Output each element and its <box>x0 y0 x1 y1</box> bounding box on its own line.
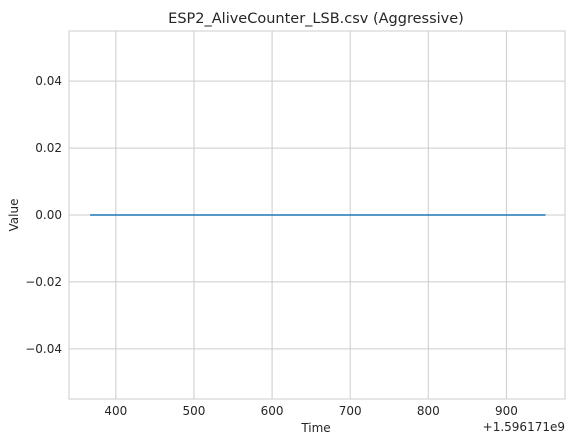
y-tick-label: 0.00 <box>35 208 62 222</box>
y-tick-labels: −0.04 −0.02 0.00 0.02 0.04 <box>25 74 62 356</box>
x-tick-label: 900 <box>495 404 518 418</box>
x-tick-label: 800 <box>417 404 440 418</box>
y-tick-label: −0.02 <box>25 275 62 289</box>
x-tick-label: 500 <box>183 404 206 418</box>
x-tick-label: 600 <box>261 404 284 418</box>
x-tick-labels: 400 500 600 700 800 900 <box>104 404 517 418</box>
x-tick-label: 400 <box>104 404 127 418</box>
x-axis-label: Time <box>300 421 330 435</box>
y-tick-label: 0.04 <box>35 74 62 88</box>
y-axis-label: Value <box>7 199 21 232</box>
x-tick-label: 700 <box>339 404 362 418</box>
x-offset-label: +1.596171e9 <box>483 420 565 434</box>
chart-title: ESP2_AliveCounter_LSB.csv (Aggressive) <box>168 11 464 27</box>
y-tick-label: −0.04 <box>25 342 62 356</box>
y-tick-label: 0.02 <box>35 141 62 155</box>
